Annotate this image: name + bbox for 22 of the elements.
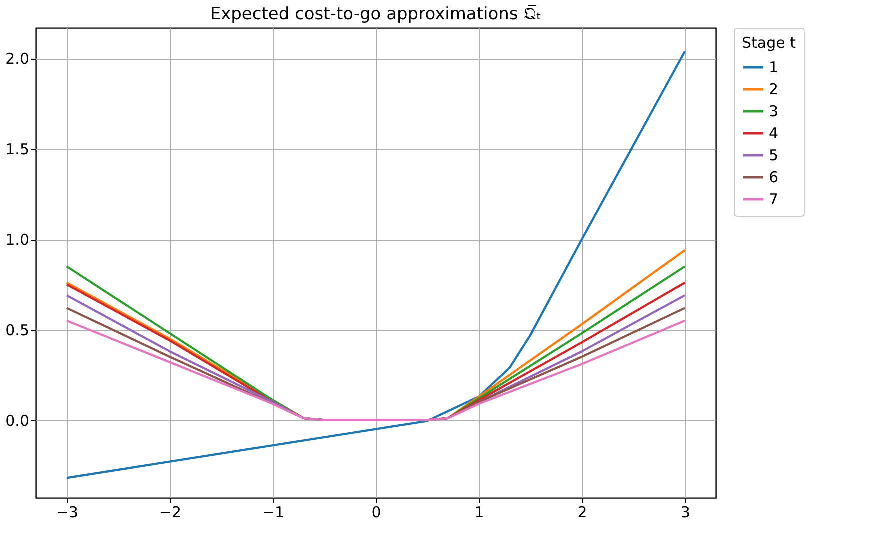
- y-tick-label: 0.0: [6, 412, 30, 430]
- legend-label: 7: [769, 190, 779, 208]
- x-tick-label: −1: [262, 504, 285, 522]
- x-tick-label: 1: [474, 504, 484, 522]
- legend-label: 3: [769, 102, 779, 120]
- legend-label: 1: [769, 58, 779, 76]
- x-tick-label: 3: [680, 504, 690, 522]
- chart-title: Expected cost-to-go approximations 𝔔̅ₜ: [210, 4, 542, 24]
- legend-label: 5: [769, 146, 779, 164]
- y-tick-label: 1.5: [6, 140, 30, 159]
- legend-title: Stage t: [742, 34, 796, 52]
- x-tick-label: 0: [372, 504, 382, 522]
- x-tick-label: 2: [578, 504, 588, 522]
- y-tick-label: 2.0: [6, 50, 30, 68]
- legend-label: 2: [769, 80, 779, 98]
- x-tick-label: −3: [56, 504, 78, 522]
- x-tick-label: −2: [159, 504, 182, 522]
- legend-label: 4: [769, 124, 779, 142]
- line-series: [66, 50, 686, 480]
- y-tick-label: 0.5: [6, 321, 30, 340]
- legend-label: 6: [769, 168, 779, 186]
- y-tick-label: 1.0: [6, 231, 30, 249]
